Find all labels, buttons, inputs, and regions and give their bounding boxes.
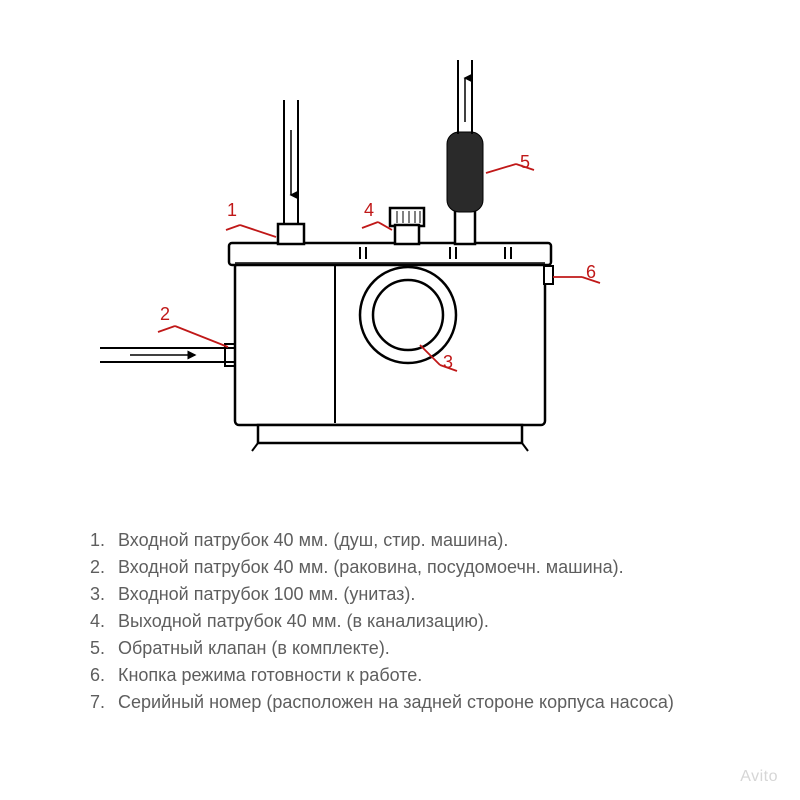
legend-row: 2. Входной патрубок 40 мм. (раковина, по… bbox=[90, 557, 730, 578]
port-inner-circle bbox=[373, 280, 443, 350]
legend-text: Входной патрубок 100 мм. (унитаз). bbox=[118, 584, 730, 605]
pump-diagram-svg bbox=[0, 0, 800, 490]
legend-row: 4. Выходной патрубок 40 мм. (в канализац… bbox=[90, 611, 730, 632]
pump-lid-top bbox=[229, 243, 551, 265]
ready-button-6 bbox=[544, 266, 553, 284]
pump-base bbox=[258, 425, 522, 443]
watermark-text: Avito bbox=[740, 768, 778, 786]
legend-row: 1. Входной патрубок 40 мм. (душ, стир. м… bbox=[90, 530, 730, 551]
legend-row: 7. Серийный номер (расположен на задней … bbox=[90, 692, 730, 713]
valve5-neck bbox=[455, 210, 475, 244]
outlet4-stub bbox=[395, 225, 419, 244]
legend-list: 1. Входной патрубок 40 мм. (душ, стир. м… bbox=[90, 530, 730, 719]
legend-num: 3. bbox=[90, 584, 118, 605]
legend-text: Кнопка режима готовности к работе. bbox=[118, 665, 730, 686]
legend-row: 5. Обратный клапан (в комплекте). bbox=[90, 638, 730, 659]
legend-text: Выходной патрубок 40 мм. (в канализацию)… bbox=[118, 611, 730, 632]
legend-num: 1. bbox=[90, 530, 118, 551]
legend-text: Серийный номер (расположен на задней сто… bbox=[118, 692, 730, 713]
callout-2: 2 bbox=[160, 304, 170, 325]
callout-4: 4 bbox=[364, 200, 374, 221]
callout-3: 3 bbox=[443, 352, 453, 373]
valve5-body bbox=[447, 132, 483, 212]
legend-row: 3. Входной патрубок 100 мм. (унитаз). bbox=[90, 584, 730, 605]
legend-text: Входной патрубок 40 мм. (душ, стир. маши… bbox=[118, 530, 730, 551]
legend-num: 6. bbox=[90, 665, 118, 686]
callout-1: 1 bbox=[227, 200, 237, 221]
callout-6: 6 bbox=[586, 262, 596, 283]
legend-num: 7. bbox=[90, 692, 118, 713]
legend-num: 5. bbox=[90, 638, 118, 659]
legend-text: Обратный клапан (в комплекте). bbox=[118, 638, 730, 659]
legend-row: 6. Кнопка режима готовности к работе. bbox=[90, 665, 730, 686]
legend-text: Входной патрубок 40 мм. (раковина, посуд… bbox=[118, 557, 730, 578]
inlet1-stub bbox=[278, 224, 304, 244]
callout-5: 5 bbox=[520, 152, 530, 173]
diagram-area: 1 2 3 4 5 6 bbox=[0, 0, 800, 490]
outlet4-nut bbox=[390, 208, 424, 226]
legend-num: 2. bbox=[90, 557, 118, 578]
legend-num: 4. bbox=[90, 611, 118, 632]
